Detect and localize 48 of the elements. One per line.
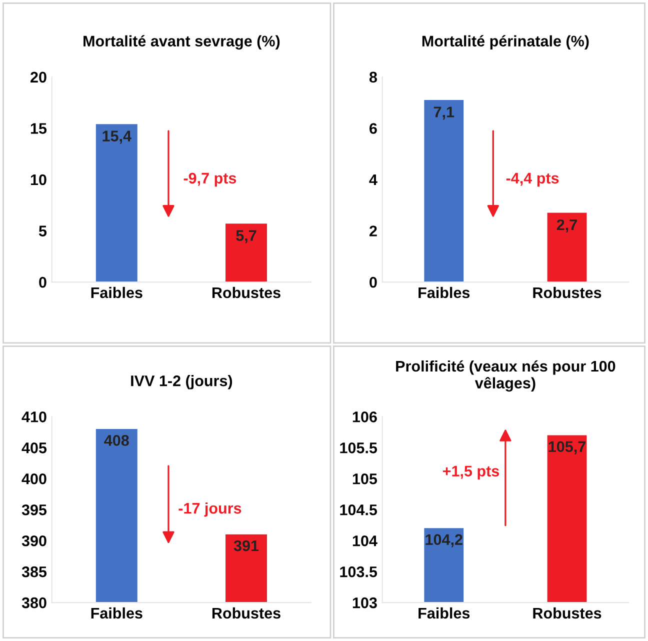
y-tick-label: 405 — [22, 442, 47, 454]
data-label: 105,7 — [548, 441, 586, 454]
data-label: 104,2 — [426, 534, 462, 548]
y-tick-label: 380 — [22, 597, 46, 608]
x-tick-label: Faibles — [91, 286, 142, 298]
y-tick-label: 2 — [369, 226, 377, 236]
x-tick-label: Robustes — [533, 607, 602, 619]
y-tick-label: 105 — [352, 473, 378, 484]
x-tick-label: Robustes — [212, 607, 280, 619]
data-label: 5,7 — [236, 230, 256, 244]
x-tick-label: Faibles — [418, 286, 470, 298]
y-tick-label: 400 — [22, 473, 46, 484]
y-tick-label: 8 — [369, 72, 377, 83]
annotation: -17 jours — [178, 502, 242, 517]
y-tick-label: 6 — [370, 123, 377, 134]
y-tick-label: 104 — [352, 535, 378, 546]
x-tick-label: Robustes — [212, 286, 280, 298]
chart-title: IVV 1-2 (jours) — [131, 375, 232, 390]
y-tick-label: 15 — [30, 123, 47, 134]
y-tick-label: 0 — [370, 276, 377, 288]
data-label: 408 — [104, 435, 129, 446]
annotation: +1,5 pts — [442, 466, 500, 480]
data-label: 2,7 — [556, 219, 577, 232]
y-tick-label: 395 — [22, 504, 47, 516]
y-tick-label: 5 — [38, 226, 47, 236]
chart-title: Prolificité (veaux nés pour 100 vêlages) — [396, 360, 616, 392]
y-tick-label: 20 — [30, 72, 46, 83]
y-tick-label: 104.5 — [340, 504, 378, 516]
y-tick-label: 10 — [30, 174, 46, 186]
x-tick-label: Robustes — [533, 286, 602, 298]
y-tick-label: 103 — [352, 597, 377, 608]
y-tick-label: 385 — [22, 566, 47, 578]
x-tick-label: Faibles — [418, 607, 470, 619]
y-tick-label: 4 — [369, 174, 378, 186]
y-tick-label: 105.5 — [340, 442, 378, 454]
y-tick-label: 0 — [39, 276, 46, 288]
data-label: 15,4 — [102, 130, 132, 144]
x-tick-label: Faibles — [91, 607, 142, 619]
chart-title: Mortalité périnatale (%) — [422, 35, 589, 50]
annotation: -9,7 pts — [184, 172, 236, 187]
chart-title: Mortalité avant sevrage (%) — [84, 35, 280, 50]
annotation: -4,4 pts — [506, 172, 559, 187]
y-tick-label: 106 — [352, 412, 377, 422]
y-tick-label: 410 — [22, 412, 46, 422]
y-tick-label: 390 — [22, 535, 46, 546]
data-label: 7,1 — [434, 106, 454, 120]
y-tick-label: 103.5 — [340, 566, 378, 578]
data-label: 391 — [234, 540, 259, 552]
